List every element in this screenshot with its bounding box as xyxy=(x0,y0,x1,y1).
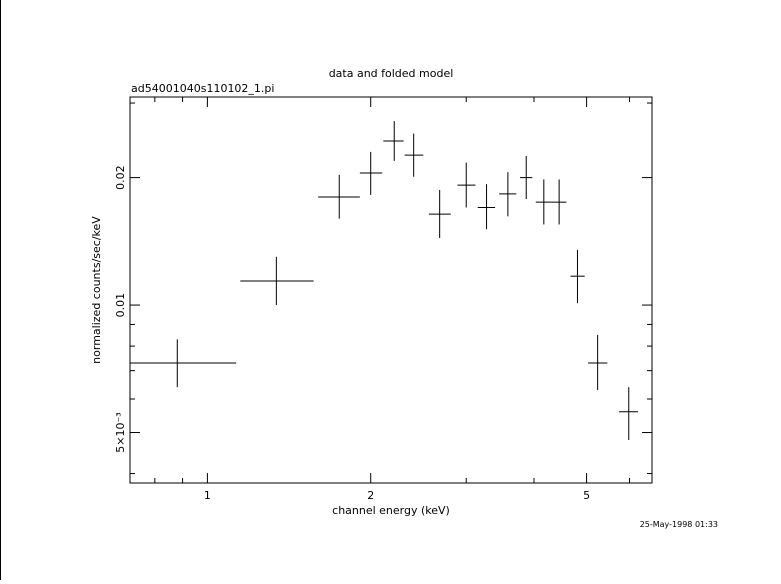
data-point xyxy=(359,151,383,195)
data-point xyxy=(457,162,476,208)
x-axis-label: channel energy (keV) xyxy=(332,504,450,517)
x-tick-label: 2 xyxy=(367,489,374,502)
data-point xyxy=(428,189,451,239)
data-point xyxy=(404,133,424,177)
data-point xyxy=(499,172,517,217)
data-point xyxy=(551,179,567,225)
data-point xyxy=(477,184,496,230)
left-border-line xyxy=(0,0,1,580)
data-point xyxy=(240,256,314,306)
y-axis-label: normalized counts/sec/keV xyxy=(90,216,103,364)
data-point xyxy=(383,121,404,161)
data-point xyxy=(520,155,533,200)
data-point xyxy=(130,339,237,388)
axis-ticks xyxy=(130,97,652,483)
y-tick-label: 0.01 xyxy=(114,293,127,318)
plot-frame xyxy=(129,96,653,484)
y-tick-label: 5×10⁻³ xyxy=(114,412,127,452)
y-tick-label: 0.02 xyxy=(114,165,127,190)
data-point xyxy=(535,179,552,225)
data-point xyxy=(570,249,585,304)
x-tick-label: 5 xyxy=(583,489,590,502)
data-points xyxy=(130,121,639,441)
data-point xyxy=(318,174,360,219)
timestamp: 25-May-1998 01:33 xyxy=(640,520,718,529)
x-tick-label: 1 xyxy=(204,489,211,502)
chart-title: data and folded model xyxy=(329,67,454,80)
chart-subtitle: ad54001040s110102_1.pi xyxy=(131,82,274,95)
data-point xyxy=(587,334,608,391)
data-point xyxy=(619,387,639,441)
axis-tick-labels: 1 2 5 5×10⁻³ 0.01 0.02 xyxy=(114,165,590,502)
